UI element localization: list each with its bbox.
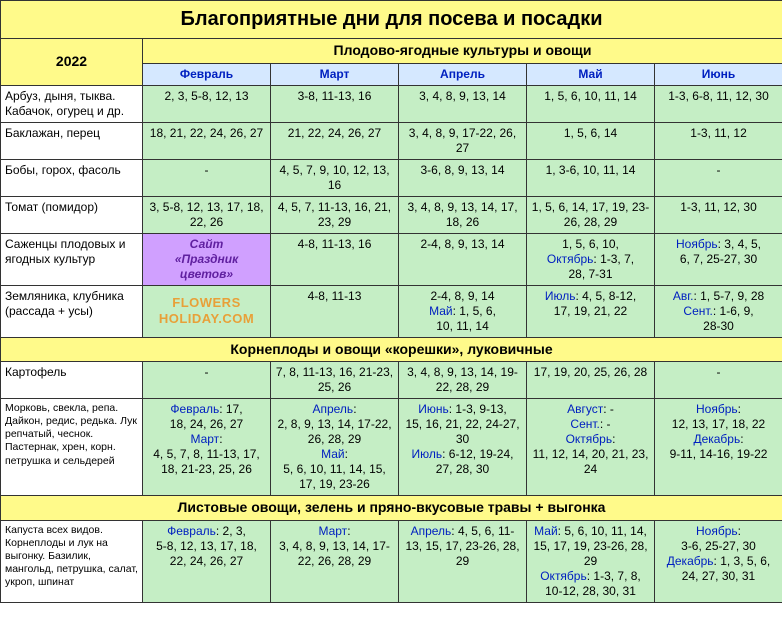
cell-value: Ноябрь: 12, 13, 17, 18, 22 Декабрь: 9-11… (655, 399, 782, 496)
watermark-domain: FLOWERS HOLIDAY.COM (143, 285, 271, 337)
cell-value: 3, 4, 8, 9, 13, 14, 17, 18, 26 (399, 196, 527, 233)
section-row: Корнеплоды и овощи «корешки», луковичные (1, 337, 782, 362)
table-row: Томат (помидор) 3, 5-8, 12, 13, 17, 18, … (1, 196, 782, 233)
planting-calendar-table: Благоприятные дни для посева и посадки 2… (0, 0, 782, 603)
cell-value: Июль: 4, 5, 8-12, 17, 19, 21, 22 (527, 285, 655, 337)
month-apr: Апрель (399, 63, 527, 85)
cell-value: 4-8, 11-13, 16 (271, 233, 399, 285)
crop-name: Капуста всех видов. Корнеплоды и лук на … (1, 520, 143, 602)
cell-value: 1, 3-6, 10, 11, 14 (527, 159, 655, 196)
cell-value: 1-3, 6-8, 11, 12, 30 (655, 85, 782, 122)
cell-value: Март: 3, 4, 8, 9, 13, 14, 17-22, 26, 28,… (271, 520, 399, 602)
month-jun: Июнь (655, 63, 782, 85)
cell-value: Апрель: 4, 5, 6, 11-13, 15, 17, 23-26, 2… (399, 520, 527, 602)
cell-value: 17, 19, 20, 25, 26, 28 (527, 362, 655, 399)
cell-value: Апрель: 2, 8, 9, 13, 14, 17-22, 26, 28, … (271, 399, 399, 496)
cell-value: 3, 4, 8, 9, 17-22, 26, 27 (399, 122, 527, 159)
crop-name: Томат (помидор) (1, 196, 143, 233)
cell-value: 3, 5-8, 12, 13, 17, 18, 22, 26 (143, 196, 271, 233)
cell-value: - (143, 159, 271, 196)
section-3-title: Листовые овощи, зелень и пряно-вкусовые … (1, 496, 782, 521)
crop-name: Бобы, горох, фасоль (1, 159, 143, 196)
month-feb: Февраль (143, 63, 271, 85)
cell-value: Ноябрь: 3, 4, 5, 6, 7, 25-27, 30 (655, 233, 782, 285)
cell-value: - (143, 362, 271, 399)
title-row: Благоприятные дни для посева и посадки (1, 1, 782, 39)
cell-value: 1-3, 11, 12 (655, 122, 782, 159)
crop-name: Морковь, свекла, репа. Дайкон, редис, ре… (1, 399, 143, 496)
cell-value: - (655, 362, 782, 399)
table-row: Земляника, клубника (рассада + усы) FLOW… (1, 285, 782, 337)
crop-name: Земляника, клубника (рассада + усы) (1, 285, 143, 337)
table-row: Капуста всех видов. Корнеплоды и лук на … (1, 520, 782, 602)
cell-value: Июнь: 1-3, 9-13, 15, 16, 21, 22, 24-27, … (399, 399, 527, 496)
cell-value: 1, 5, 6, 14 (527, 122, 655, 159)
month-mar: Март (271, 63, 399, 85)
section-1-title: Плодово-ягодные культуры и овощи (143, 39, 782, 64)
crop-name: Картофель (1, 362, 143, 399)
section-row: Листовые овощи, зелень и пряно-вкусовые … (1, 496, 782, 521)
cell-value: 1-3, 11, 12, 30 (655, 196, 782, 233)
cell-value: 4-8, 11-13 (271, 285, 399, 337)
watermark-site: Сайт «Праздник цветов» (143, 233, 271, 285)
section-row: 2022 Плодово-ягодные культуры и овощи (1, 39, 782, 64)
crop-name: Саженцы плодовых и ягодных культур (1, 233, 143, 285)
cell-value: Ноябрь: 3-6, 25-27, 30 Декабрь: 1, 3, 5,… (655, 520, 782, 602)
table-row: Бобы, горох, фасоль - 4, 5, 7, 9, 10, 12… (1, 159, 782, 196)
month-may: Май (527, 63, 655, 85)
cell-value: 4, 5, 7, 9, 10, 12, 13, 16 (271, 159, 399, 196)
cell-value: 3-6, 8, 9, 13, 14 (399, 159, 527, 196)
cell-value: Авг.: 1, 5-7, 9, 28 Сент.: 1-6, 9, 28-30 (655, 285, 782, 337)
cell-value: 7, 8, 11-13, 16, 21-23, 25, 26 (271, 362, 399, 399)
cell-value: 2-4, 8, 9, 13, 14 (399, 233, 527, 285)
cell-value: 1, 5, 6, 10, Октябрь: 1-3, 7, 28, 7-31 (527, 233, 655, 285)
cell-value: 2-4, 8, 9, 14 Май: 1, 5, 6, 10, 11, 14 (399, 285, 527, 337)
table-row: Арбуз, дыня, тыква. Кабачок, огурец и др… (1, 85, 782, 122)
cell-value: 3-8, 11-13, 16 (271, 85, 399, 122)
cell-value: 2, 3, 5-8, 12, 13 (143, 85, 271, 122)
cell-value: Февраль: 17, 18, 24, 26, 27 Март: 4, 5, … (143, 399, 271, 496)
cell-value: 21, 22, 24, 26, 27 (271, 122, 399, 159)
table-row: Саженцы плодовых и ягодных культур Сайт … (1, 233, 782, 285)
crop-name: Арбуз, дыня, тыква. Кабачок, огурец и др… (1, 85, 143, 122)
cell-value: 3, 4, 8, 9, 13, 14 (399, 85, 527, 122)
cell-value: 4, 5, 7, 11-13, 16, 21, 23, 29 (271, 196, 399, 233)
year-cell: 2022 (1, 39, 143, 86)
cell-value: 3, 4, 8, 9, 13, 14, 19-22, 28, 29 (399, 362, 527, 399)
section-2-title: Корнеплоды и овощи «корешки», луковичные (1, 337, 782, 362)
table-row: Морковь, свекла, репа. Дайкон, редис, ре… (1, 399, 782, 496)
cell-value: 1, 5, 6, 14, 17, 19, 23-26, 28, 29 (527, 196, 655, 233)
table-row: Картофель - 7, 8, 11-13, 16, 21-23, 25, … (1, 362, 782, 399)
cell-value: Август: - Сент.: - Октябрь: 11, 12, 14, … (527, 399, 655, 496)
cell-value: Май: 5, 6, 10, 11, 14, 15, 17, 19, 23-26… (527, 520, 655, 602)
crop-name: Баклажан, перец (1, 122, 143, 159)
table-row: Баклажан, перец 18, 21, 22, 24, 26, 27 2… (1, 122, 782, 159)
page-title: Благоприятные дни для посева и посадки (1, 1, 782, 39)
cell-value: - (655, 159, 782, 196)
cell-value: Февраль: 2, 3, 5-8, 12, 13, 17, 18, 22, … (143, 520, 271, 602)
cell-value: 18, 21, 22, 24, 26, 27 (143, 122, 271, 159)
cell-value: 1, 5, 6, 10, 11, 14 (527, 85, 655, 122)
